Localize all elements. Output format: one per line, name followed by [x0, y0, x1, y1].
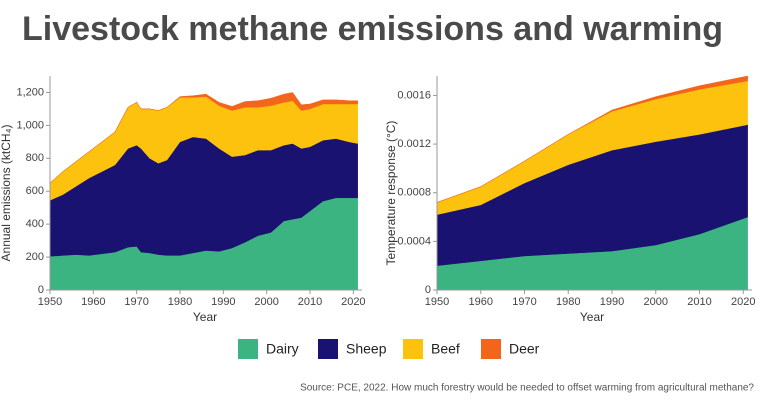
legend-label: Dairy: [266, 341, 299, 357]
y-tick-label: 0.0012: [397, 138, 431, 150]
x-tick-label: 2000: [644, 296, 668, 308]
legend-label: Deer: [509, 341, 540, 357]
x-tick-label: 1970: [124, 296, 148, 308]
x-tick-label: 2000: [254, 296, 278, 308]
y-tick-label: 800: [26, 152, 44, 164]
y-tick-label: 1,200: [16, 86, 44, 98]
area: [436, 75, 748, 203]
y-axis-label: Annual emissions (ktCH₄): [0, 125, 13, 262]
x-tick-label: 1990: [600, 296, 624, 308]
x-axis-label: Year: [580, 310, 604, 324]
x-tick-label: 1970: [512, 296, 536, 308]
x-axis-label: Year: [193, 310, 217, 324]
y-tick-label: 0.0016: [397, 89, 431, 101]
x-tick-label: 2020: [731, 296, 755, 308]
legend-swatch: [403, 339, 423, 359]
x-tick-label: 1950: [425, 296, 449, 308]
y-tick-label: 0: [38, 284, 44, 296]
legend-label: Beef: [431, 341, 460, 357]
x-tick-label: 1980: [556, 296, 580, 308]
legend-swatch: [238, 339, 258, 359]
x-tick-label: 1960: [81, 296, 105, 308]
legend-label: Sheep: [346, 341, 387, 357]
legend-swatch: [481, 339, 501, 359]
x-tick-label: 1950: [38, 296, 62, 308]
x-tick-label: 1980: [168, 296, 192, 308]
y-tick-label: 1,000: [16, 119, 44, 131]
y-axis-label: Temperature response (°C): [384, 121, 398, 266]
y-tick-label: 0.0004: [397, 235, 431, 247]
y-tick-label: 200: [26, 251, 44, 263]
x-tick-label: 1990: [211, 296, 235, 308]
x-tick-label: 2010: [298, 296, 322, 308]
x-tick-label: 2010: [687, 296, 711, 308]
source: Source: PCE, 2022. How much forestry wou…: [300, 383, 754, 394]
x-tick-label: 1960: [469, 296, 493, 308]
y-tick-label: 0.0008: [397, 187, 431, 199]
y-tick-label: 600: [26, 185, 44, 197]
x-tick-label: 2020: [341, 296, 365, 308]
legend-swatch: [318, 339, 338, 359]
area: [49, 92, 358, 184]
y-tick-label: 400: [26, 218, 44, 230]
title: Livestock methane emissions and warming: [22, 10, 723, 48]
y-tick-label: 0: [425, 284, 431, 296]
